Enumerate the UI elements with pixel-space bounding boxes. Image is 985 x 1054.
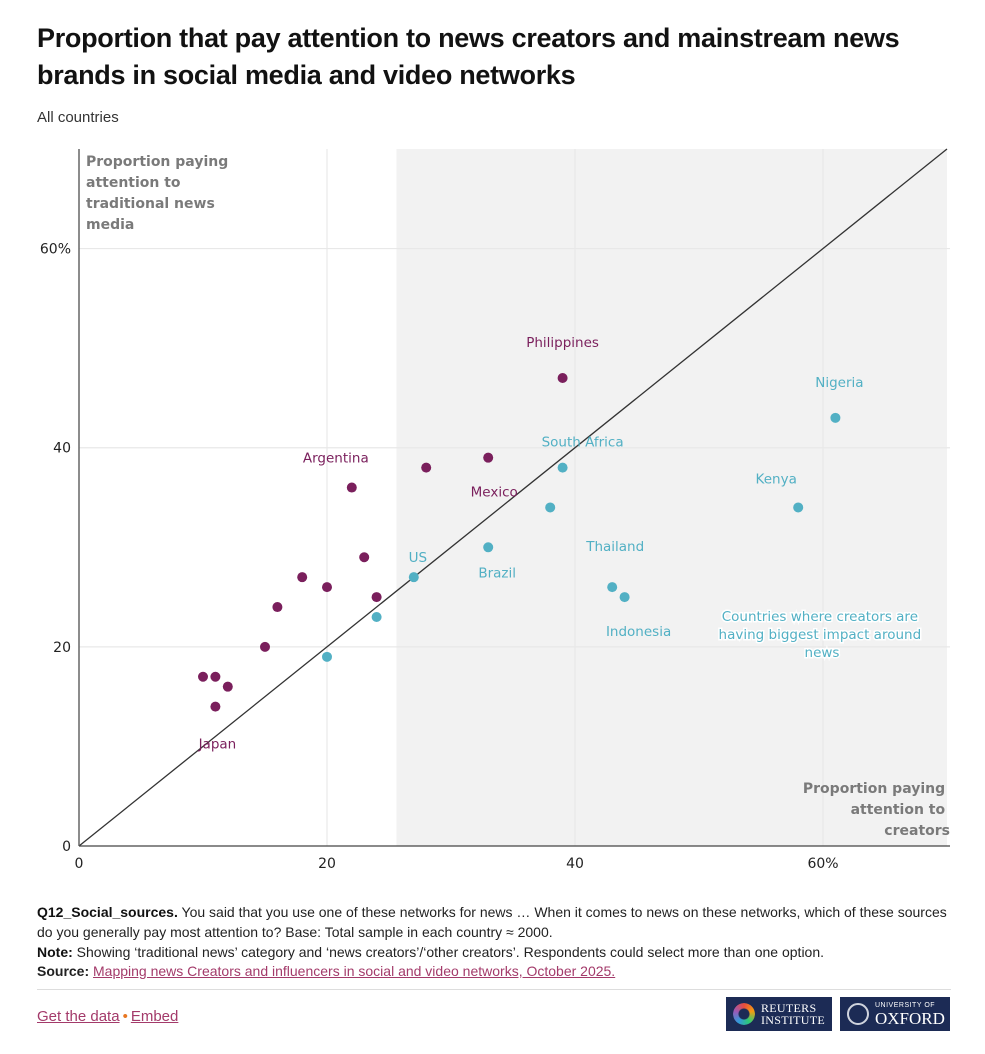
footer-divider (37, 989, 951, 990)
axes (78, 149, 950, 847)
country-label: South Africa (542, 435, 624, 451)
source-label: Source: (37, 963, 90, 979)
get-the-data-link[interactable]: Get the data (37, 1008, 120, 1025)
y-tick-label: 40 (53, 441, 71, 457)
data-point (222, 681, 233, 692)
data-point (421, 462, 432, 473)
data-point (793, 502, 804, 513)
data-point (210, 671, 221, 682)
data-point (557, 462, 568, 473)
country-label: Nigeria (815, 375, 863, 391)
oxford-logo-small: UNIVERSITY OF (875, 1001, 936, 1009)
chart-notes: Q12_Social_sources. You said that you us… (37, 902, 952, 962)
reuters-logo-line-1: REUTERS (761, 1001, 817, 1015)
note-text: Showing ‘traditional news’ category and … (72, 944, 825, 960)
annotation-creators-impact: Countries where creators are having bigg… (719, 609, 926, 661)
country-label: US (409, 550, 427, 566)
shaded-region (396, 149, 947, 846)
reuters-institute-logo[interactable]: REUTERS INSTITUTE (726, 997, 832, 1031)
data-point (322, 651, 332, 662)
country-labels: Japan Argentina Mexico Philippines US Brazil S… (198, 335, 864, 753)
reuters-logo-line-2: INSTITUTE (761, 1013, 826, 1027)
country-label: Japan (198, 737, 237, 753)
y-tick-label: 20 (53, 640, 71, 656)
data-point (408, 572, 419, 583)
data-point (272, 602, 283, 613)
y-tick-label: 0 (62, 839, 71, 855)
gridlines (79, 149, 950, 846)
reference-line (78, 148, 948, 847)
data-point (830, 412, 841, 423)
country-label: Brazil (478, 565, 516, 581)
data-point (371, 592, 382, 603)
footer-links: Get the data • Embed (37, 1008, 178, 1025)
data-points (198, 373, 841, 712)
country-label: Argentina (303, 451, 369, 467)
data-point (483, 542, 494, 553)
data-point (557, 373, 568, 384)
data-point (371, 611, 382, 622)
tick-labels: 0 20 40 60% 0 20 40 60% (40, 242, 839, 872)
y-axis-title: Proportion paying attention to tradition… (86, 154, 233, 233)
data-point (198, 671, 208, 682)
country-label: Thailand (585, 539, 644, 555)
data-point (607, 582, 618, 593)
scatter-chart: 0 20 40 60% 0 20 40 60% Proportion paying atten… (40, 148, 950, 872)
chart-title: Proportion that pay attention to news cr… (37, 23, 900, 90)
data-point (545, 502, 556, 513)
oxford-university-logo[interactable]: UNIVERSITY OF OXFORD (840, 997, 950, 1031)
question-text: You said that you use one of these netwo… (37, 904, 947, 940)
x-tick-label: 40 (566, 856, 584, 872)
x-tick-label: 60% (807, 856, 838, 872)
data-point (322, 582, 332, 593)
data-point (260, 641, 270, 652)
x-axis-title: Proportion paying attention to creators (803, 781, 950, 839)
data-point (297, 572, 308, 583)
embed-link[interactable]: Embed (130, 1008, 179, 1025)
data-point (619, 592, 630, 603)
country-label: Mexico (471, 485, 518, 501)
data-point (483, 452, 494, 463)
source-line: Source: Mapping news Creators and influe… (37, 963, 615, 979)
data-point (359, 552, 370, 563)
x-tick-label: 20 (318, 856, 336, 872)
oxford-logo-big: OXFORD (875, 1008, 945, 1028)
x-tick-label: 0 (75, 856, 84, 872)
country-label: Indonesia (606, 624, 671, 640)
question-label: Q12_Social_sources. (37, 904, 178, 920)
oxford-crest-icon (847, 1003, 869, 1025)
reuters-ring-icon (733, 1003, 755, 1025)
separator-dot: • (122, 1008, 128, 1025)
y-tick-label: 60% (40, 242, 71, 258)
note-label: Note: (37, 944, 73, 960)
country-label: Kenya (756, 471, 797, 487)
data-point (210, 701, 221, 712)
chart-subtitle: All countries (37, 109, 119, 126)
source-link[interactable]: Mapping news Creators and influencers in… (93, 963, 616, 979)
country-label: Philippines (526, 335, 599, 351)
data-point (346, 482, 357, 493)
